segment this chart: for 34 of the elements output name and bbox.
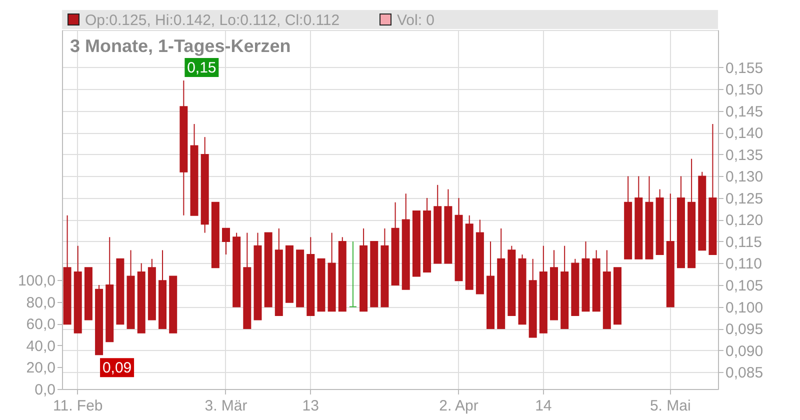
y-tick-label: 0,095 bbox=[726, 321, 764, 338]
y-tick-label: 0,150 bbox=[726, 82, 764, 99]
y2-tick-label: 20,0 bbox=[26, 360, 56, 377]
x-tick-label: 3. Mär bbox=[204, 398, 248, 414]
y2-tick-label: 40,0 bbox=[26, 338, 56, 355]
y-tick-label: 0,085 bbox=[726, 364, 764, 382]
y-tick-label: 0,155 bbox=[726, 60, 764, 77]
x-tick-label: 11. Feb bbox=[52, 398, 103, 414]
y-tick-label: 0,130 bbox=[726, 168, 764, 186]
chart-title: 3 Monate, 1-Tages-Kerzen bbox=[70, 36, 291, 56]
legend-label: Vol: 0 bbox=[397, 12, 435, 29]
y-tick-label: 0,120 bbox=[726, 212, 764, 230]
y2-tick-label: 0,0 bbox=[34, 382, 56, 398]
y-tick-label: 0,125 bbox=[726, 190, 764, 208]
x-tick-label: 5. Mai bbox=[650, 398, 691, 414]
annotation: 0,09 bbox=[102, 360, 132, 377]
y-tick-label: 0,145 bbox=[726, 103, 764, 120]
y2-tick-label: 100,0 bbox=[18, 272, 56, 290]
candlestick bbox=[222, 228, 230, 256]
annotation: 0,15 bbox=[187, 59, 216, 76]
y-tick-label: 0,100 bbox=[726, 299, 764, 316]
candlestick bbox=[348, 240, 357, 308]
y-tick-label: 0,110 bbox=[726, 256, 762, 273]
x-tick-label: 2. Apr bbox=[439, 398, 478, 414]
y2-tick-label: 80,0 bbox=[26, 294, 56, 312]
x-tick-label: 14 bbox=[535, 398, 552, 414]
y-tick-label: 0,115 bbox=[726, 234, 762, 251]
x-tick-label: 13 bbox=[302, 398, 319, 414]
y-tick-label: 0,105 bbox=[726, 278, 764, 294]
y2-tick-label: 60,0 bbox=[26, 316, 56, 334]
y-tick-label: 0,090 bbox=[726, 342, 764, 360]
y-tick-label: 0,135 bbox=[726, 146, 764, 164]
legend-label: Op:0.125, Hi:0.142, Lo:0.112, Cl:0.112 bbox=[85, 12, 340, 29]
y-tick-label: 0,140 bbox=[726, 125, 764, 142]
